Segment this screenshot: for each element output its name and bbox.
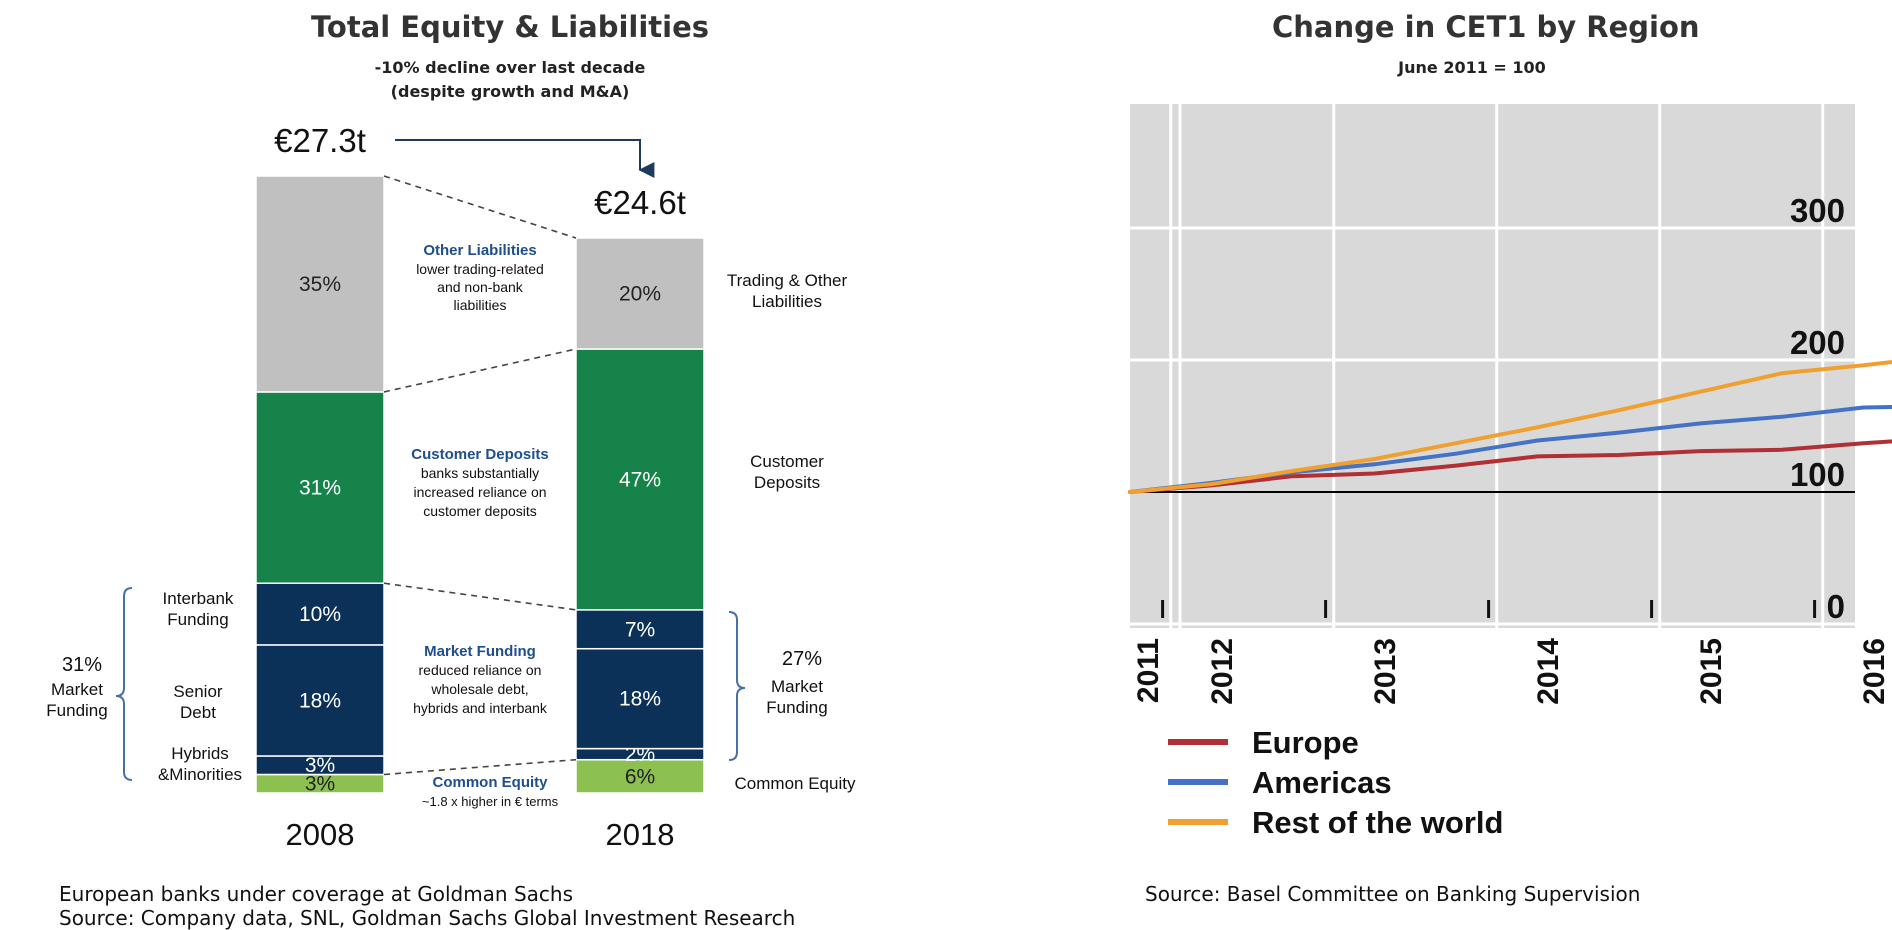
- annotation-deposits-line3: customer deposits: [423, 503, 537, 519]
- bar-segment-2008-senior-debt: [255, 644, 385, 757]
- annotation-market-line1: reduced reliance on: [419, 662, 542, 678]
- trading-label-line2: Liabilities: [752, 292, 822, 311]
- x-tick-label: 2011: [1132, 638, 1165, 703]
- annotation-market-line2: wholesale debt,: [430, 681, 528, 697]
- annotation-deposits-line1: banks substantially: [421, 465, 539, 481]
- bar-segment-2018-interbank-funding: [575, 609, 705, 650]
- left-chart-subtitle-1: -10% decline over last decade: [374, 58, 646, 77]
- hybrids-label-line1: Hybrids: [171, 744, 229, 763]
- legend-label: Americas: [1252, 765, 1392, 800]
- middle-annotations: Other Liabilities lower trading-related …: [411, 242, 558, 809]
- legend-label: Rest of the world: [1252, 805, 1503, 840]
- market-funding-left-line2: Funding: [46, 701, 107, 720]
- connector-line: [383, 175, 577, 239]
- equity-liabilities-chart: 3%3%18%10%31%35%6%2%18%7%47%20% €27.3t €…: [46, 122, 856, 852]
- x-tick-label: 2013: [1369, 638, 1402, 705]
- left-footnote-2: Source: Company data, SNL, Goldman Sachs…: [59, 906, 796, 930]
- annotation-other-title: Other Liabilities: [423, 242, 536, 259]
- right-chart-title: Change in CET1 by Region: [1272, 10, 1700, 44]
- x-tick-label: 2016: [1858, 638, 1891, 705]
- hybrids-label-line2: &Minorities: [158, 765, 242, 784]
- connector-line: [383, 582, 577, 611]
- bar-label-2018-other-liabilities: 20%: [619, 283, 661, 306]
- market-funding-left-pct: 31%: [62, 654, 102, 676]
- plot-background: [1130, 104, 1855, 628]
- x-tick-label: 2012: [1206, 638, 1239, 705]
- annotation-equity-line1: ~1.8 x higher in € terms: [422, 794, 559, 809]
- market-funding-left-brace: [115, 587, 133, 781]
- annotation-other-line3: liabilities: [454, 297, 507, 313]
- x-tick-label: 2015: [1695, 638, 1728, 705]
- annotation-market-title: Market Funding: [424, 643, 536, 660]
- bar-label-2008-customer-deposits: 31%: [299, 477, 341, 500]
- right-chart-subtitle: June 2011 = 100: [1398, 58, 1546, 77]
- trading-label-line1: Trading & Other: [727, 271, 848, 290]
- interbank-label-line2: Funding: [167, 610, 228, 629]
- left-chart-title: Total Equity & Liabilities: [310, 10, 710, 44]
- market-funding-left-line1: Market: [51, 680, 103, 699]
- legend-label: Europe: [1252, 725, 1359, 760]
- annotation-equity-title: Common Equity: [433, 774, 549, 791]
- right-side-labels: Trading & Other Liabilities Customer Dep…: [727, 271, 856, 793]
- deposits-label-line2: Deposits: [754, 473, 820, 492]
- year-2018-label: 2018: [606, 817, 675, 852]
- bar-segment-2008-other-liabilities: [255, 175, 385, 393]
- bar-segment-2018-common-equity: [575, 758, 705, 794]
- bar-label-2018-senior-debt: 18%: [619, 688, 661, 711]
- left-footnote-1: European banks under coverage at Goldman…: [59, 882, 574, 906]
- decline-arrow: [395, 139, 655, 178]
- bar-segment-2008-customer-deposits: [255, 391, 385, 584]
- market-funding-right-brace: [728, 611, 746, 761]
- x-tick-label: 2014: [1532, 638, 1565, 705]
- right-footnote: Source: Basel Committee on Banking Super…: [1145, 882, 1641, 906]
- bar-label-2008-other-liabilities: 35%: [299, 273, 341, 296]
- annotation-market-line3: hybrids and interbank: [413, 700, 548, 716]
- bar-segment-2008-interbank-funding: [255, 582, 385, 646]
- y-tick-label: 100: [1790, 456, 1845, 493]
- interbank-label-line1: Interbank: [163, 589, 234, 608]
- bar-label-2018-common-equity: 6%: [625, 765, 655, 788]
- annotation-other-line2: and non-bank: [437, 279, 524, 295]
- connector-line: [383, 758, 577, 776]
- bar-label-2008-senior-debt: 18%: [299, 689, 341, 712]
- total-2008-label: €27.3t: [274, 122, 366, 159]
- annotation-deposits-line2: increased reliance on: [413, 484, 546, 500]
- deposits-label-line1: Customer: [750, 452, 824, 471]
- market-funding-right-pct: 27%: [782, 648, 822, 670]
- y-tick-label: 200: [1790, 324, 1845, 361]
- bar-segment-2018-other-liabilities: [575, 237, 705, 350]
- left-side-labels: Interbank Funding Senior Debt Hybrids &M…: [46, 589, 242, 784]
- total-2018-label: €24.6t: [594, 184, 686, 221]
- bar-label-2008-common-equity: 3%: [305, 773, 335, 796]
- senior-debt-label-line2: Debt: [180, 703, 216, 722]
- bar-label-2018-interbank-funding: 7%: [625, 618, 655, 641]
- cet1-line-chart: 01002003002011201220132014201520162017Eu…: [1128, 104, 1892, 840]
- annotation-deposits-title: Customer Deposits: [411, 446, 549, 463]
- bar-label-2008-interbank-funding: 10%: [299, 603, 341, 626]
- connector-line: [383, 348, 577, 393]
- annotation-other-line1: lower trading-related: [416, 261, 544, 277]
- bar-segment-2018-customer-deposits: [575, 348, 705, 611]
- series-line-rest-of-the-world: [1128, 360, 1892, 494]
- series-line-europe: [1128, 439, 1892, 494]
- bar-label-2018-customer-deposits: 47%: [619, 468, 661, 491]
- bar-segment-2018-senior-debt: [575, 647, 705, 750]
- y-tick-label: 0: [1827, 588, 1845, 625]
- year-2008-label: 2008: [286, 817, 355, 852]
- y-tick-label: 300: [1790, 192, 1845, 229]
- market-funding-right-line2: Funding: [766, 698, 827, 717]
- common-equity-right-label: Common Equity: [735, 774, 856, 793]
- left-chart-subtitle-2: (despite growth and M&A): [390, 82, 630, 101]
- bar-label-2008-hybrids-minorities: 3%: [305, 754, 335, 777]
- market-funding-right-line1: Market: [771, 677, 823, 696]
- senior-debt-label-line1: Senior: [173, 682, 222, 701]
